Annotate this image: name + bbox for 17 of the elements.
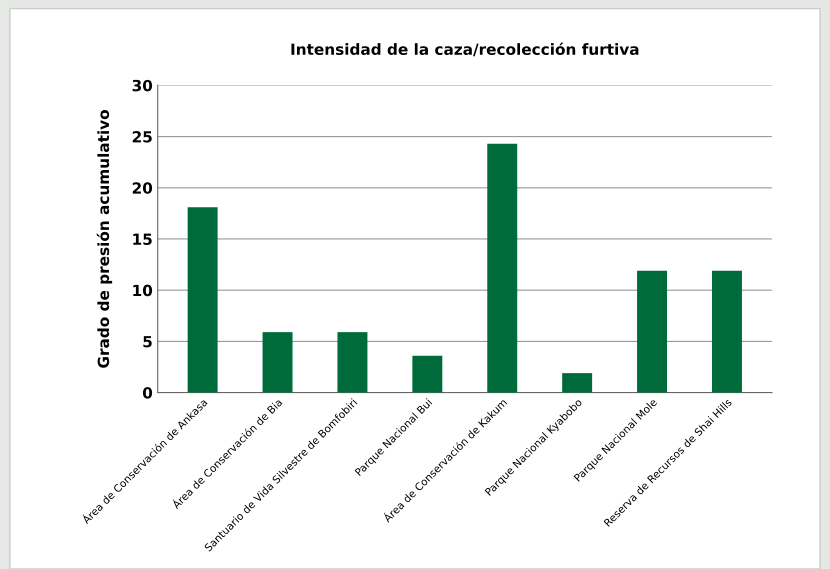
bar xyxy=(262,332,293,393)
y-tick-label: 25 xyxy=(132,131,152,143)
y-axis-title: Grado de presión acumulativo xyxy=(96,110,112,368)
bar xyxy=(712,270,742,393)
bar xyxy=(337,332,368,393)
y-tick-label: 15 xyxy=(133,234,152,245)
bar xyxy=(412,356,442,393)
chart-title: Intensidad de la caza/recolección furtiva xyxy=(291,42,638,56)
y-tick-label: 5 xyxy=(143,336,152,348)
y-tick-label: 0 xyxy=(142,387,152,399)
y-tick-label: 30 xyxy=(132,80,152,92)
bar xyxy=(637,270,668,393)
bar xyxy=(562,373,592,393)
y-tick-label: 10 xyxy=(133,284,152,296)
y-tick-label: 20 xyxy=(132,182,152,194)
bar xyxy=(487,144,518,393)
bar xyxy=(188,207,218,393)
